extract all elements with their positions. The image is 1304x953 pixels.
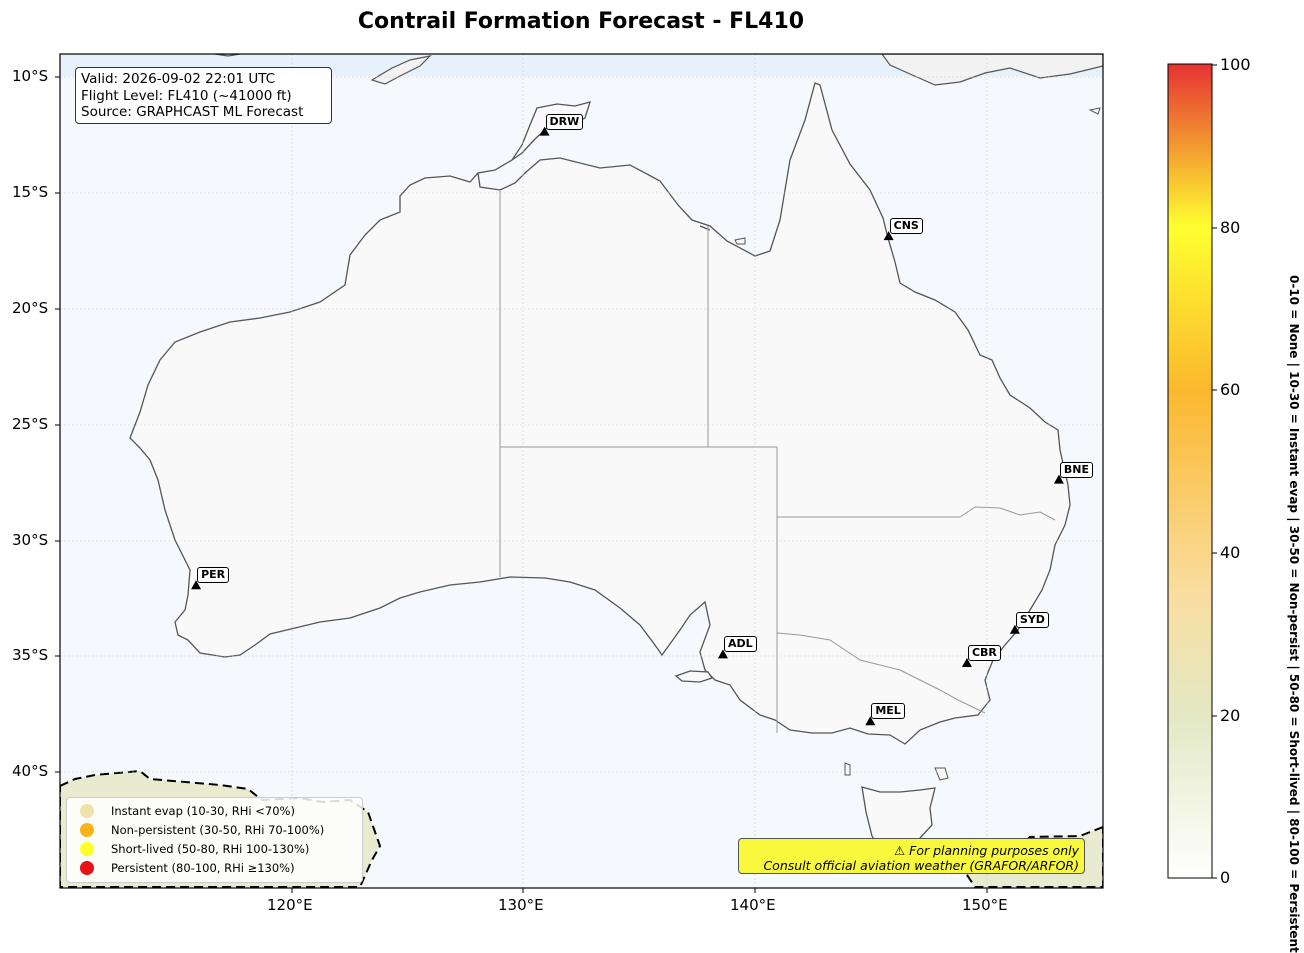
legend-marker [80, 861, 94, 875]
legend-item-non-persistent: Non-persistent (30-50, RHi 70-100%) [80, 821, 324, 839]
warning-line-1: ⚠ For planning purposes only [894, 843, 1079, 858]
airport-markers [191, 126, 1064, 726]
airport-marker-per [191, 580, 202, 590]
lat-label: 30°S [12, 531, 49, 549]
legend-marker [80, 804, 94, 818]
contrail-legend: Instant evap (10-30, RHi <70%) Non-persi… [66, 797, 363, 883]
planning-warning-box: ⚠ For planning purposes only Consult off… [738, 838, 1085, 874]
lat-label: 35°S [12, 646, 49, 664]
colorbar-tick-label: 0 [1220, 868, 1231, 887]
map-canvas [55, 53, 1217, 893]
legend-label: Short-lived (50-80, RHi 100-130%) [111, 842, 310, 856]
legend-item-short-lived: Short-lived (50-80, RHi 100-130%) [80, 840, 309, 858]
legend-item-persistent: Persistent (80-100, RHi ≥130%) [80, 859, 295, 877]
airport-marker-drw [539, 126, 550, 136]
island [734, 237, 746, 245]
airport-marker-syd [1009, 624, 1020, 634]
australia-mainland [129, 82, 1071, 745]
airport-label-syd: SYD [1015, 611, 1049, 628]
map-frame [59, 53, 1104, 889]
legend-label: Non-persistent (30-50, RHi 70-100%) [111, 823, 325, 837]
airport-marker-cns [883, 231, 894, 241]
airport-label-drw: DRW [545, 113, 584, 130]
airport-marker-mel [865, 716, 876, 726]
lat-label: 25°S [12, 415, 49, 433]
colorbar-tick-label: 40 [1220, 543, 1241, 562]
flinders-island [934, 767, 949, 781]
valid-time: Valid: 2026-09-02 22:01 UTC [81, 71, 276, 87]
lat-label: 40°S [12, 762, 49, 780]
kangaroo-island [674, 670, 714, 683]
airport-label-adl: ADL [723, 636, 757, 653]
lat-label: 20°S [12, 299, 49, 317]
airport-label-cbr: CBR [967, 644, 1001, 661]
legend-label: Persistent (80-100, RHi ≥130%) [111, 861, 295, 875]
lon-label: 150°E [962, 896, 1008, 914]
state-borders [499, 190, 1056, 733]
airport-label-cns: CNS [889, 218, 923, 235]
lat-label: 10°S [12, 67, 49, 85]
legend-item-instant-evap: Instant evap (10-30, RHi <70%) [80, 802, 295, 820]
king-island [844, 762, 851, 776]
lon-label: 120°E [267, 896, 313, 914]
colorbar [1167, 63, 1213, 879]
forecast-info-box: Valid: 2026-09-02 22:01 UTC Flight Level… [75, 67, 332, 124]
airport-label-mel: MEL [871, 703, 905, 720]
lon-label: 130°E [498, 896, 544, 914]
airport-marker-cbr [961, 657, 972, 667]
timor-island [370, 55, 432, 85]
colorbar-tick-label: 60 [1220, 380, 1241, 399]
colorbar-tick-label: 100 [1220, 55, 1251, 74]
lat-label: 15°S [12, 183, 49, 201]
flight-level: Flight Level: FL410 (~41000 ft) [81, 87, 292, 104]
axis-ticks [55, 76, 988, 893]
airport-marker-bne [1053, 474, 1064, 484]
legend-marker [80, 842, 94, 856]
airport-label-per: PER [197, 567, 230, 584]
airport-label-bne: BNE [1059, 461, 1094, 478]
colorbar-ticks [1212, 64, 1217, 879]
legend-marker [80, 823, 94, 837]
warning-line-2: Consult official aviation weather (GRAFO… [763, 858, 1079, 873]
colorbar-tick-label: 20 [1220, 706, 1241, 725]
map-title: Contrail Formation Forecast - FL410 [357, 9, 805, 34]
colorbar-tick-label: 80 [1220, 218, 1241, 237]
graticule [60, 54, 1103, 888]
island [1088, 107, 1101, 115]
forecast-source: Source: GRAPHCAST ML Forecast [81, 104, 304, 120]
legend-label: Instant evap (10-30, RHi <70%) [111, 804, 295, 818]
lon-label: 140°E [730, 896, 776, 914]
airport-marker-adl [717, 649, 728, 659]
colorbar-caption: 0-10 = None | 10-30 = Instant evap | 30-… [1287, 275, 1301, 953]
